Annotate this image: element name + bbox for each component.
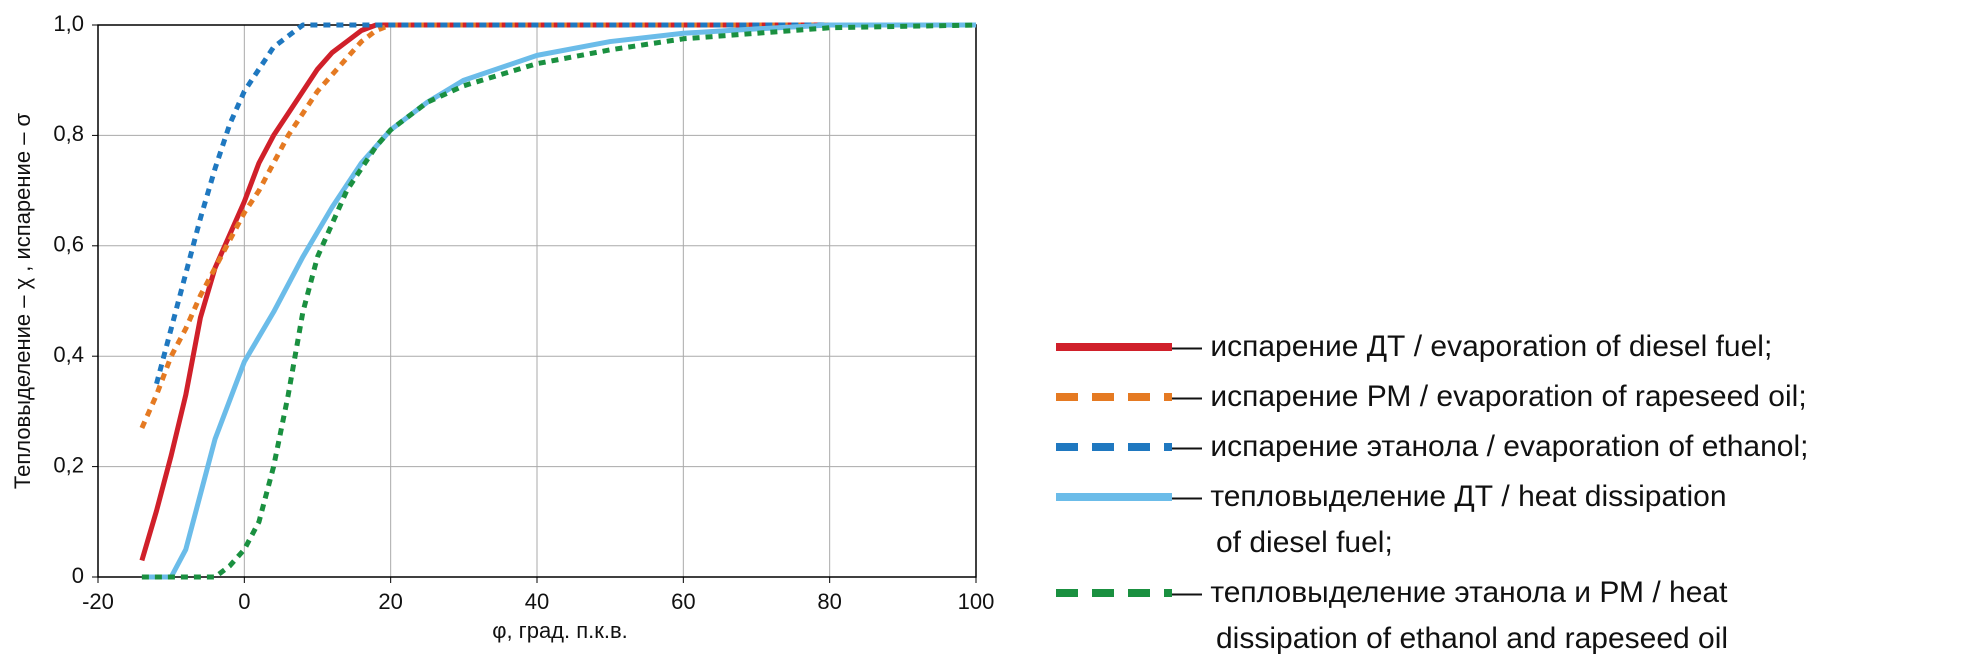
y-tick-label: 0,8 — [53, 121, 84, 146]
legend-label: — тепловыделение этанола и РМ / heat dis… — [1172, 576, 1729, 655]
legend-item: — испарение ДТ / evaporation of diesel f… — [1056, 330, 1809, 370]
legend-swatch — [1056, 393, 1172, 401]
y-tick-label: 0,4 — [53, 342, 84, 367]
series-line — [139, 22, 976, 562]
legend-label: — испарение этанола / evaporation of eth… — [1172, 430, 1809, 463]
y-tick-label: 0 — [72, 563, 84, 588]
x-axis-title: φ, град. п.к.в. — [492, 618, 628, 643]
legend-label: — испарение ДТ / evaporation of diesel f… — [1172, 330, 1773, 363]
chart: φ, град. п.к.в. Тепловыделение – χ , исп… — [10, 11, 995, 643]
series-line — [141, 22, 976, 580]
legend-item: — тепловыделение ДТ / heat dissipation o… — [1056, 480, 1809, 566]
y-axis-title: Тепловыделение – χ , испарение – σ — [10, 112, 35, 489]
x-tick-label: 80 — [817, 589, 841, 614]
legend-swatch — [1056, 443, 1172, 451]
x-tick-label: 100 — [958, 589, 995, 614]
legend-item: — тепловыделение этанола и РМ / heat dis… — [1056, 576, 1809, 656]
y-tick-label: 0,2 — [53, 452, 84, 477]
x-tick-label: 40 — [525, 589, 549, 614]
legend-label: — испарение РМ / evaporation of rapeseed… — [1172, 380, 1807, 413]
series-line — [139, 22, 976, 429]
series-line — [154, 22, 976, 385]
legend-item: — испарение РМ / evaporation of rapeseed… — [1056, 380, 1809, 420]
legend-item: — испарение этанола / evaporation of eth… — [1056, 430, 1809, 470]
x-tick-label: 60 — [671, 589, 695, 614]
series-line — [141, 22, 977, 580]
legend-swatch — [1056, 343, 1172, 351]
x-tick-label: 0 — [238, 589, 250, 614]
legend: — испарение ДТ / evaporation of diesel f… — [1056, 330, 1809, 656]
x-tick-label: -20 — [82, 589, 114, 614]
y-tick-label: 1,0 — [53, 11, 84, 36]
legend-swatch — [1056, 589, 1172, 597]
y-tick-label: 0,6 — [53, 232, 84, 257]
legend-swatch — [1056, 493, 1172, 501]
x-tick-label: 20 — [378, 589, 402, 614]
legend-label: — тепловыделение ДТ / heat dissipation o… — [1172, 480, 1727, 559]
